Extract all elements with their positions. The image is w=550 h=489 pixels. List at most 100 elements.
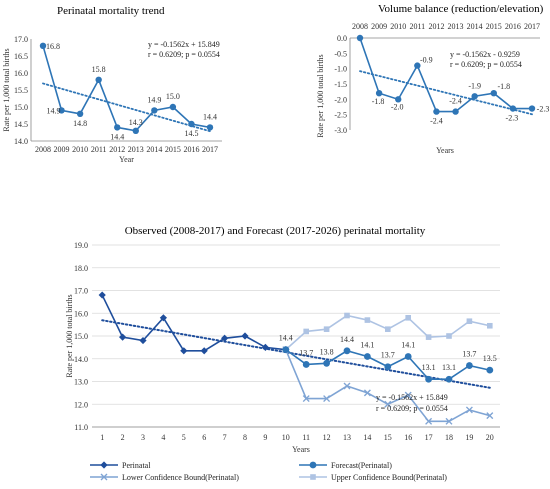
y-tick-label: -2.5 <box>334 111 347 120</box>
x-tick-label: 2011 <box>409 22 425 31</box>
data-label: 15.0 <box>166 92 180 101</box>
y-tick-label: 14.0 <box>14 137 28 146</box>
x-axis-label: Years <box>436 146 454 155</box>
data-label: -1.9 <box>468 81 481 90</box>
data-point <box>188 120 195 128</box>
data-point <box>414 62 421 69</box>
data-point <box>385 326 391 332</box>
data-point <box>487 322 493 329</box>
x-tick-label: 7 <box>223 433 227 442</box>
x-axis-label: Year <box>119 155 134 164</box>
legend-label: Lower Confidence Bound(Perinatal) <box>122 473 239 482</box>
legend: Perinatal Forecast(Perinatal) Lower Confid… <box>90 461 447 482</box>
x-tick-label: 2015 <box>486 22 502 31</box>
data-label: 14.4 <box>110 132 124 141</box>
x-tick-label: 2012 <box>109 145 125 154</box>
data-point <box>58 107 65 114</box>
series-line <box>359 37 532 113</box>
y-tick-label: 12.0 <box>74 400 88 409</box>
legend-label: Perinatal <box>122 461 151 470</box>
data-point <box>206 124 214 131</box>
data-point <box>343 382 351 390</box>
y-tick-label: -3.0 <box>334 126 347 135</box>
data-point <box>98 291 106 299</box>
data-point <box>446 333 452 339</box>
trendline <box>359 70 533 116</box>
chart-title: Volume balance (reduction/elevation) <box>378 3 544 15</box>
data-label: -2.0 <box>391 102 404 111</box>
data-point <box>356 34 364 42</box>
chart-volume-balance: Volume balance (reduction/elevation) 0.0 -… <box>316 3 549 155</box>
data-point <box>323 395 331 403</box>
data-label: -2.4 <box>430 117 443 126</box>
data-point <box>241 332 249 340</box>
data-label: 14.1 <box>360 340 374 349</box>
data-point <box>384 400 392 408</box>
chart-title: Perinatal mortality trend <box>57 5 165 17</box>
data-label: -2.3 <box>506 114 519 123</box>
data-label: 13.8 <box>320 347 334 356</box>
data-point <box>200 347 208 355</box>
data-point <box>139 336 147 345</box>
regression-stats: r = 0.6209; p = 0.0554 <box>450 60 522 69</box>
y-axis-label: Rate per 1,000 total births <box>316 54 325 137</box>
data-label: -0.9 <box>420 56 433 65</box>
data-point <box>363 389 371 397</box>
x-tick-label: 2016 <box>505 22 521 31</box>
regression-equation: y = -0.1562x + 15.849 <box>376 393 448 402</box>
series-upper-confidence-bound-perinatal <box>283 312 493 353</box>
data-point <box>364 317 371 323</box>
x-tick-label: 11 <box>302 433 310 442</box>
legend-swatch-marker <box>310 474 316 480</box>
data-label: 13.1 <box>442 363 456 372</box>
data-point <box>261 343 269 351</box>
regression-stats: r = 0.6209; p = 0.0554 <box>376 404 448 413</box>
x-tick-label: 8 <box>243 433 247 442</box>
y-tick-label: 16.0 <box>74 309 88 318</box>
y-tick-label: 17.0 <box>14 35 28 44</box>
data-point <box>433 108 440 115</box>
data-point <box>221 334 229 342</box>
data-point <box>445 417 453 425</box>
y-tick-label: 0.0 <box>337 34 347 43</box>
data-point <box>425 334 432 340</box>
x-tick-label: 9 <box>263 433 267 442</box>
y-tick-label: 13.0 <box>74 378 88 387</box>
x-tick-label: 2010 <box>72 145 88 154</box>
legend-item: Lower Confidence Bound(Perinatal) <box>90 473 239 482</box>
chart-title: Observed (2008-2017) and Forecast (2017-… <box>125 225 426 237</box>
x-tick-label: 2013 <box>448 22 464 31</box>
data-label: -2.4 <box>449 97 462 106</box>
data-point <box>405 315 411 321</box>
x-tick-label: 2016 <box>183 145 199 154</box>
data-label: 14.1 <box>401 340 415 349</box>
data-point <box>132 127 139 134</box>
data-point <box>76 110 84 118</box>
series-line <box>101 294 286 352</box>
x-tick-label: 2017 <box>202 145 218 154</box>
y-tick-label: 11.0 <box>74 423 88 432</box>
x-tick-label: 1 <box>100 433 104 442</box>
y-tick-label: 16.5 <box>14 52 28 61</box>
data-label: 14.8 <box>73 119 87 128</box>
data-point <box>486 366 494 374</box>
x-tick-label: 2015 <box>165 145 181 154</box>
data-point <box>323 359 330 367</box>
data-label: 13.7 <box>381 351 395 360</box>
data-point <box>466 318 473 325</box>
chart-forecast: Observed (2008-2017) and Forecast (2017-… <box>65 225 500 482</box>
y-tick-label: -2.0 <box>334 95 347 104</box>
legend-label: Upper Confidence Bound(Perinatal) <box>331 473 447 482</box>
x-tick-label: 13 <box>343 433 351 442</box>
series-perinatal <box>98 291 290 355</box>
data-label: 13.7 <box>299 348 313 357</box>
data-label: 14.9 <box>47 106 61 115</box>
series-forecast-perinatal <box>282 346 494 383</box>
data-label: 14.4 <box>203 112 217 121</box>
data-point <box>39 42 47 49</box>
x-tick-label: 2014 <box>467 22 483 31</box>
x-tick-label: 6 <box>202 433 206 442</box>
data-point <box>375 90 383 97</box>
series-line <box>42 45 211 132</box>
